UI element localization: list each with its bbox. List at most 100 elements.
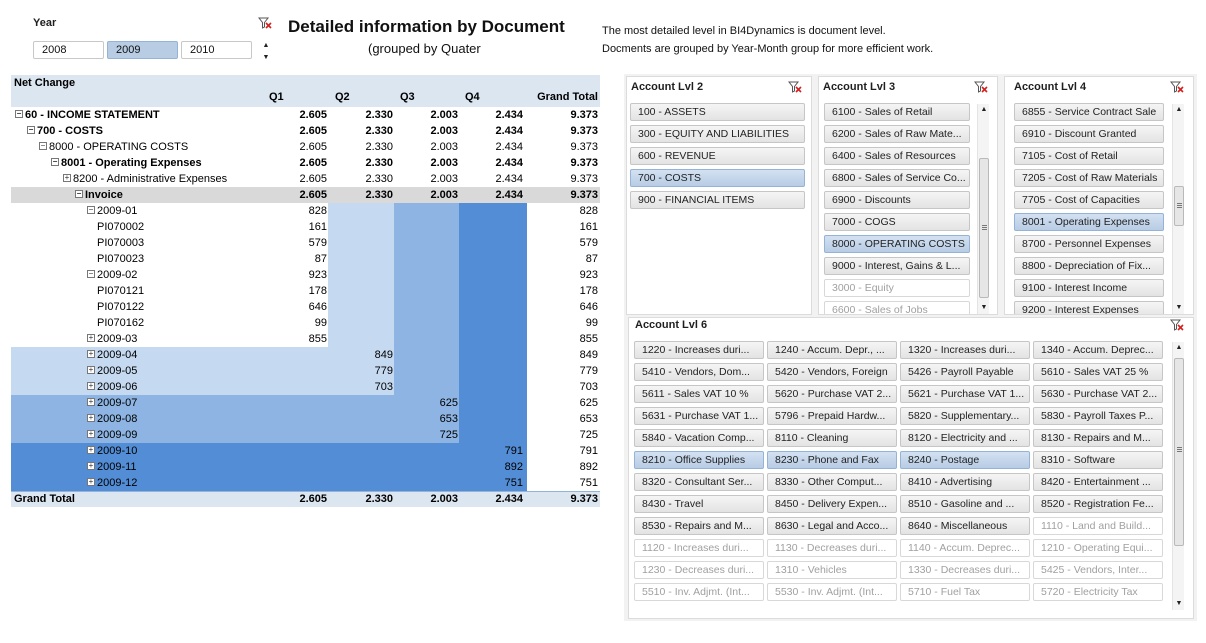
lvl6-item[interactable]: 1110 - Land and Build... xyxy=(1033,517,1163,535)
lvl6-item[interactable]: 5420 - Vendors, Foreign xyxy=(767,363,897,381)
lvl4-scroll-thumb[interactable] xyxy=(1174,186,1184,226)
lvl4-item[interactable]: 7205 - Cost of Raw Materials xyxy=(1014,169,1164,187)
year-2008-button[interactable]: 2008 xyxy=(33,41,104,59)
lvl6-item[interactable]: 5610 - Sales VAT 25 % xyxy=(1033,363,1163,381)
lvl6-item[interactable]: 8310 - Software xyxy=(1033,451,1163,469)
collapse-icon[interactable]: − xyxy=(51,157,59,167)
lvl6-item[interactable]: 8130 - Repairs and M... xyxy=(1033,429,1163,447)
lvl6-item[interactable]: 1130 - Decreases duri... xyxy=(767,539,897,557)
lvl3-scrollbar[interactable]: ▲ ▼ xyxy=(977,104,989,314)
lvl3-scroll-down-icon[interactable]: ▼ xyxy=(980,304,988,311)
lvl3-item[interactable]: 6400 - Sales of Resources xyxy=(824,147,970,165)
lvl3-item[interactable]: 8000 - OPERATING COSTS xyxy=(824,235,970,253)
lvl6-item[interactable]: 5510 - Inv. Adjmt. (Int... xyxy=(634,583,764,601)
lvl6-scroll-up-icon[interactable]: ▲ xyxy=(1175,344,1183,351)
lvl6-item[interactable]: 5630 - Purchase VAT 2... xyxy=(1033,385,1163,403)
lvl6-scroll-down-icon[interactable]: ▼ xyxy=(1175,600,1183,607)
expand-icon[interactable]: + xyxy=(87,349,95,359)
lvl4-scrollbar[interactable]: ▲ ▼ xyxy=(1172,104,1184,314)
expand-icon[interactable]: + xyxy=(87,365,95,375)
lvl2-item[interactable]: 700 - COSTS xyxy=(630,169,805,187)
expand-icon[interactable]: + xyxy=(87,413,95,423)
lvl6-item[interactable]: 1330 - Decreases duri... xyxy=(900,561,1030,579)
collapse-icon[interactable]: − xyxy=(27,125,35,135)
lvl6-item[interactable]: 1120 - Increases duri... xyxy=(634,539,764,557)
lvl3-scroll-thumb[interactable] xyxy=(979,158,989,298)
lvl6-item[interactable]: 8430 - Travel xyxy=(634,495,764,513)
lvl4-item[interactable]: 7105 - Cost of Retail xyxy=(1014,147,1164,165)
lvl6-item[interactable]: 5621 - Purchase VAT 1... xyxy=(900,385,1030,403)
lvl3-item[interactable]: 6800 - Sales of Service Co... xyxy=(824,169,970,187)
collapse-icon[interactable]: − xyxy=(75,189,83,199)
lvl3-item[interactable]: 6200 - Sales of Raw Mate... xyxy=(824,125,970,143)
year-slicer-scrollbar[interactable]: ▲ ▼ xyxy=(260,40,272,64)
lvl6-item[interactable]: 1310 - Vehicles xyxy=(767,561,897,579)
lvl6-item[interactable]: 8240 - Postage xyxy=(900,451,1030,469)
lvl6-item[interactable]: 5426 - Payroll Payable xyxy=(900,363,1030,381)
lvl4-clear-filter-icon[interactable] xyxy=(1170,80,1184,94)
lvl6-item[interactable]: 1230 - Decreases duri... xyxy=(634,561,764,579)
lvl4-scroll-up-icon[interactable]: ▲ xyxy=(1175,106,1183,113)
lvl6-item[interactable]: 5710 - Fuel Tax xyxy=(900,583,1030,601)
scroll-up-icon[interactable]: ▲ xyxy=(262,42,270,49)
lvl2-item[interactable]: 300 - EQUITY AND LIABILITIES xyxy=(630,125,805,143)
year-2009-button[interactable]: 2009 xyxy=(107,41,178,59)
lvl6-item[interactable]: 5611 - Sales VAT 10 % xyxy=(634,385,764,403)
expand-icon[interactable]: + xyxy=(63,173,71,183)
lvl6-item[interactable]: 8320 - Consultant Ser... xyxy=(634,473,764,491)
lvl6-item[interactable]: 5840 - Vacation Comp... xyxy=(634,429,764,447)
lvl6-item[interactable]: 1140 - Accum. Deprec... xyxy=(900,539,1030,557)
lvl4-item[interactable]: 8001 - Operating Expenses xyxy=(1014,213,1164,231)
expand-icon[interactable]: + xyxy=(87,477,95,487)
lvl3-item[interactable]: 7000 - COGS xyxy=(824,213,970,231)
lvl6-item[interactable]: 1210 - Operating Equi... xyxy=(1033,539,1163,557)
lvl6-item[interactable]: 5425 - Vendors, Inter... xyxy=(1033,561,1163,579)
lvl6-item[interactable]: 5796 - Prepaid Hardw... xyxy=(767,407,897,425)
lvl3-item[interactable]: 9000 - Interest, Gains & L... xyxy=(824,257,970,275)
lvl4-item[interactable]: 6855 - Service Contract Sale xyxy=(1014,103,1164,121)
lvl6-item[interactable]: 8520 - Registration Fe... xyxy=(1033,495,1163,513)
lvl4-item[interactable]: 6910 - Discount Granted xyxy=(1014,125,1164,143)
lvl6-item[interactable]: 1340 - Accum. Deprec... xyxy=(1033,341,1163,359)
lvl6-item[interactable]: 8410 - Advertising xyxy=(900,473,1030,491)
lvl2-item[interactable]: 900 - FINANCIAL ITEMS xyxy=(630,191,805,209)
expand-icon[interactable]: + xyxy=(87,333,95,343)
lvl6-scroll-thumb[interactable] xyxy=(1174,358,1184,546)
lvl6-item[interactable]: 1240 - Accum. Depr., ... xyxy=(767,341,897,359)
collapse-icon[interactable]: − xyxy=(15,109,23,119)
expand-icon[interactable]: + xyxy=(87,397,95,407)
lvl6-item[interactable]: 5410 - Vendors, Dom... xyxy=(634,363,764,381)
lvl3-item[interactable]: 6100 - Sales of Retail xyxy=(824,103,970,121)
lvl4-item[interactable]: 9100 - Interest Income xyxy=(1014,279,1164,297)
collapse-icon[interactable]: − xyxy=(87,269,95,279)
lvl6-item[interactable]: 5830 - Payroll Taxes P... xyxy=(1033,407,1163,425)
collapse-icon[interactable]: − xyxy=(39,141,47,151)
lvl3-scroll-up-icon[interactable]: ▲ xyxy=(980,106,988,113)
lvl3-item[interactable]: 3000 - Equity xyxy=(824,279,970,297)
lvl6-item[interactable]: 5620 - Purchase VAT 2... xyxy=(767,385,897,403)
lvl6-clear-filter-icon[interactable] xyxy=(1170,318,1184,332)
lvl4-item[interactable]: 9200 - Interest Expenses xyxy=(1014,301,1164,314)
lvl6-item[interactable]: 8630 - Legal and Acco... xyxy=(767,517,897,535)
scroll-down-icon[interactable]: ▼ xyxy=(262,54,270,61)
lvl6-item[interactable]: 5530 - Inv. Adjmt. (Int... xyxy=(767,583,897,601)
lvl6-scrollbar[interactable]: ▲ ▼ xyxy=(1172,342,1184,610)
lvl6-item[interactable]: 8330 - Other Comput... xyxy=(767,473,897,491)
lvl4-item[interactable]: 8800 - Depreciation of Fix... xyxy=(1014,257,1164,275)
lvl6-item[interactable]: 8230 - Phone and Fax xyxy=(767,451,897,469)
clear-filter-icon[interactable] xyxy=(258,16,272,30)
lvl6-item[interactable]: 8120 - Electricity and ... xyxy=(900,429,1030,447)
year-2010-button[interactable]: 2010 xyxy=(181,41,252,59)
lvl4-item[interactable]: 7705 - Cost of Capacities xyxy=(1014,191,1164,209)
expand-icon[interactable]: + xyxy=(87,445,95,455)
expand-icon[interactable]: + xyxy=(87,381,95,391)
lvl2-item[interactable]: 600 - REVENUE xyxy=(630,147,805,165)
lvl6-item[interactable]: 8420 - Entertainment ... xyxy=(1033,473,1163,491)
lvl4-item[interactable]: 8700 - Personnel Expenses xyxy=(1014,235,1164,253)
lvl3-clear-filter-icon[interactable] xyxy=(974,80,988,94)
lvl6-item[interactable]: 8640 - Miscellaneous xyxy=(900,517,1030,535)
lvl2-item[interactable]: 100 - ASSETS xyxy=(630,103,805,121)
lvl6-item[interactable]: 5820 - Supplementary... xyxy=(900,407,1030,425)
lvl6-item[interactable]: 8450 - Delivery Expen... xyxy=(767,495,897,513)
lvl4-scroll-down-icon[interactable]: ▼ xyxy=(1175,304,1183,311)
